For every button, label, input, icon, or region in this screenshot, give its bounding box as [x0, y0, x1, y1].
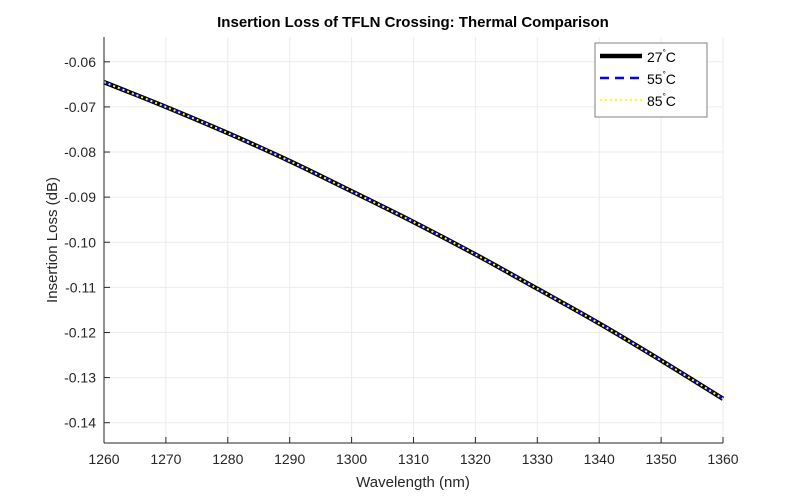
legend-label-85c: 85°C — [647, 92, 676, 109]
x-tick-label: 1330 — [522, 451, 553, 467]
x-tick-label: 1360 — [707, 451, 738, 467]
legend-label-55c: 55°C — [647, 70, 676, 87]
x-tick-label: 1350 — [646, 451, 677, 467]
x-axis-label: Wavelength (nm) — [356, 474, 470, 491]
y-tick-label: -0.10 — [64, 234, 96, 250]
x-tick-label: 1290 — [274, 451, 305, 467]
y-tick-label: -0.09 — [64, 189, 96, 205]
y-tick-label: -0.12 — [64, 324, 96, 340]
x-tick-label: 1260 — [88, 451, 119, 467]
x-tick-label: 1270 — [150, 451, 181, 467]
y-tick-label: -0.11 — [65, 279, 96, 295]
x-tick-label: 1300 — [336, 451, 367, 467]
x-tick-label: 1320 — [460, 451, 491, 467]
x-tick-label: 1280 — [212, 451, 243, 467]
x-tick-label: 1340 — [584, 451, 615, 467]
y-tick-label: -0.13 — [64, 370, 96, 386]
ticks: 1260 1270 1280 1290 1300 1310 1320 1330 1340 1350… — [64, 54, 739, 467]
y-axis-label: Insertion Loss (dB) — [44, 177, 61, 303]
y-tick-label: -0.07 — [64, 99, 96, 115]
y-tick-label: -0.06 — [64, 54, 96, 70]
chart-title: Insertion Loss of TFLN Crossing: Thermal… — [217, 14, 609, 31]
y-tick-label: -0.14 — [64, 415, 96, 431]
x-tick-label: 1310 — [398, 451, 429, 467]
legend: 27°C 55°C 85°C — [594, 42, 708, 118]
legend-label-27c: 27°C — [647, 48, 676, 65]
series-layer — [103, 80, 725, 401]
series-line-55c — [103, 80, 724, 400]
legend-box — [594, 42, 708, 118]
y-tick-label: -0.08 — [64, 144, 96, 160]
